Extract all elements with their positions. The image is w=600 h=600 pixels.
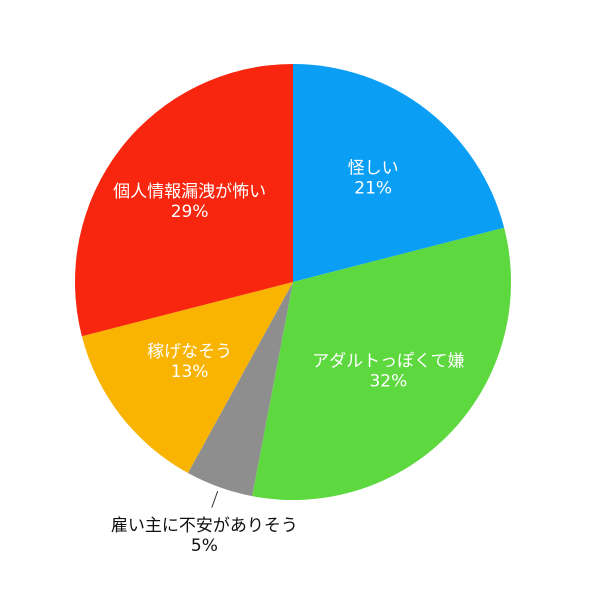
pie-slice: [74, 64, 293, 337]
pie-slice: [81, 282, 293, 474]
slice-label: 雇い主に不安がありそう: [111, 516, 298, 536]
pie-slice: [187, 282, 293, 497]
slice-label: 怪しい: [348, 159, 399, 179]
slice-value-label: 5%: [191, 536, 218, 556]
pie-slice: [252, 227, 511, 501]
slice-value-label: 29%: [171, 202, 209, 222]
slice-label: アダルトっぽくて嫌: [312, 352, 465, 372]
slice-label: 稼げなそう: [147, 342, 232, 362]
slice-value-label: 21%: [354, 179, 392, 199]
slice-label: 個人情報漏洩が怖い: [113, 182, 266, 202]
slice-value-label: 32%: [369, 372, 407, 392]
leader-line: [211, 491, 219, 508]
slice-value-label: 13%: [171, 362, 209, 382]
pie-slice: [293, 64, 505, 282]
